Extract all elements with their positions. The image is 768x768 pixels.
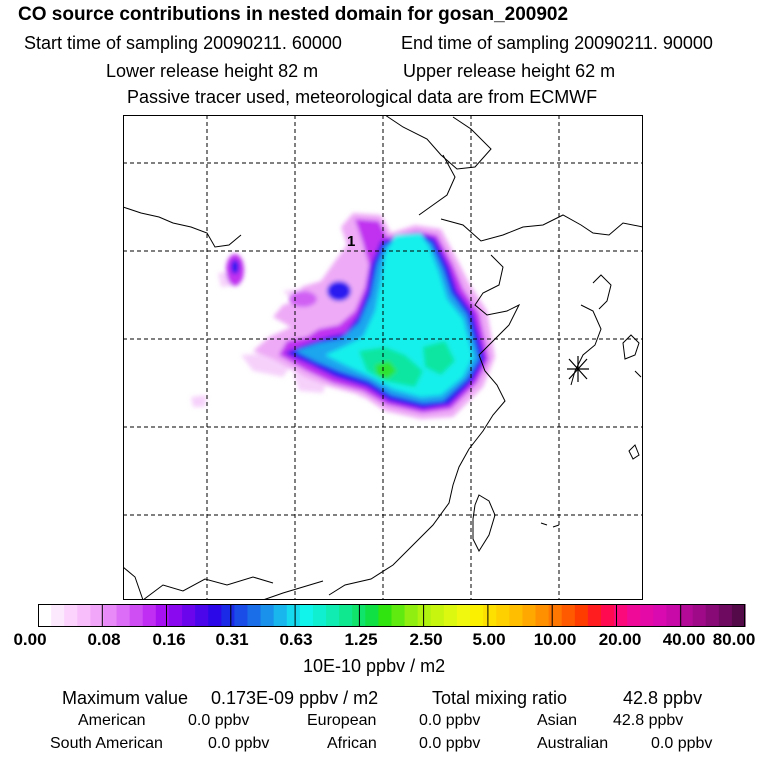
colorbar-cell xyxy=(234,604,249,627)
colorbar-tick-label: 5.00 xyxy=(472,630,506,649)
colorbar-cell xyxy=(456,604,471,627)
colorbar-cell xyxy=(404,604,419,627)
colorbar-cell xyxy=(90,604,105,627)
colorbar-cell xyxy=(273,604,288,627)
max-value: 0.173E-09 ppbv / m2 xyxy=(211,688,379,708)
plume-field xyxy=(191,213,495,419)
colorbar-cell xyxy=(365,604,379,627)
region-value-asian: 42.8 ppbv xyxy=(613,712,684,729)
end-time-label: End time of sampling 20090211. 90000 xyxy=(401,33,713,53)
region-value-south-american: 0.0 ppbv xyxy=(208,735,270,752)
colorbar-units: 10E-10 ppbv / m2 xyxy=(303,656,446,676)
colorbar-tick-label: 80.00 xyxy=(712,630,756,649)
colorbar-cell xyxy=(391,604,406,627)
colorbar-cell xyxy=(64,604,78,627)
total-mixing-value: 42.8 ppbv xyxy=(623,688,703,708)
colorbar-cell xyxy=(38,604,52,627)
colorbar-cell xyxy=(378,604,393,627)
colorbar-cell xyxy=(692,604,707,627)
colorbar-cell xyxy=(339,604,353,627)
graticule xyxy=(123,115,643,600)
colorbar-cell xyxy=(666,604,681,627)
plot-title: CO source contributions in nested domain… xyxy=(18,4,569,25)
colorbar-cell xyxy=(51,604,65,627)
colorbar-cell xyxy=(247,604,262,627)
plume-blob-north xyxy=(327,281,351,301)
region-name-south-american: South American xyxy=(50,735,163,752)
colorbar-cell xyxy=(705,604,720,627)
colorbar-cell xyxy=(600,604,615,627)
colorbar-tick-label: 0.63 xyxy=(279,630,313,649)
colorbar-cell xyxy=(417,604,432,627)
colorbar-cell xyxy=(142,604,157,627)
colorbar-cell xyxy=(77,604,91,627)
colorbar-cell xyxy=(679,604,694,627)
colorbar-tick-label: 1.25 xyxy=(344,630,378,649)
colorbar-cell xyxy=(522,604,537,627)
colorbar-cell xyxy=(731,604,746,627)
colorbar-cell xyxy=(640,604,654,627)
region-name-asian: Asian xyxy=(537,712,578,729)
colorbar-cell xyxy=(718,604,733,627)
colorbar-cell xyxy=(561,604,576,627)
colorbar-cell xyxy=(103,604,118,627)
colorbar-cell xyxy=(627,604,641,627)
colorbar-cell xyxy=(443,604,458,627)
region-name-african: African xyxy=(327,735,377,752)
plume-blob-west-core xyxy=(231,260,239,274)
region-name-american: American xyxy=(78,712,146,729)
colorbar-cell xyxy=(208,604,222,627)
colorbar-cell xyxy=(548,604,563,627)
colorbar-tick-label: 20.00 xyxy=(598,630,642,649)
region-value-african: 0.0 ppbv xyxy=(419,735,481,752)
colorbar-cell xyxy=(182,604,196,627)
colorbar-cell xyxy=(260,604,275,627)
colorbar-cell xyxy=(221,604,235,627)
colorbar-cell xyxy=(326,604,340,627)
max-value-label: Maximum value xyxy=(62,688,189,708)
colorbar-cell xyxy=(195,604,209,627)
colorbar-cell xyxy=(496,604,510,627)
region-name-australian: Australian xyxy=(537,735,609,752)
colorbar-cell xyxy=(168,604,183,627)
total-mixing-label: Total mixing ratio xyxy=(432,688,568,708)
colorbar-cell xyxy=(574,604,589,627)
upper-release-height: Upper release height 62 m xyxy=(403,61,616,81)
receptor-asterisk-icon xyxy=(567,356,589,382)
region-value-european: 0.0 ppbv xyxy=(419,712,481,729)
colorbar-cell xyxy=(312,604,327,627)
colorbar-cell xyxy=(587,604,602,627)
colorbar-cell xyxy=(653,604,668,627)
colorbar-cell xyxy=(430,604,445,627)
colorbar-cell xyxy=(483,604,497,627)
colorbar-tick-label: 0.00 xyxy=(13,630,47,649)
plume-green xyxy=(375,361,397,379)
concentration-map: 1 xyxy=(123,115,643,600)
colorbar-tick-label: 10.00 xyxy=(533,630,577,649)
colorbar-cell xyxy=(535,604,550,627)
colorbar-tick-label: 0.16 xyxy=(152,630,186,649)
colorbar-cell xyxy=(299,604,314,627)
tracer-note: Passive tracer used, meteorological data… xyxy=(127,87,598,107)
colorbar-tick-label: 2.50 xyxy=(409,630,443,649)
lower-release-height: Lower release height 82 m xyxy=(106,61,319,81)
colorbar-tick-label: 40.00 xyxy=(662,630,706,649)
colorbar-cell xyxy=(509,604,524,627)
colorbar-tick-label: 0.08 xyxy=(87,630,121,649)
colorbar-cell xyxy=(129,604,144,627)
region-value-australian: 0.0 ppbv xyxy=(651,735,713,752)
start-time-label: Start time of sampling 20090211. 60000 xyxy=(24,33,342,53)
colorbar-cell xyxy=(614,604,628,627)
release-marker-label: 1 xyxy=(347,233,355,250)
colorbar-tick-label: 0.31 xyxy=(215,630,249,649)
colorbar-cell xyxy=(116,604,131,627)
plume-blob-northwest xyxy=(289,291,317,307)
colorbar-cell xyxy=(470,604,484,627)
colorbar-cell xyxy=(286,604,301,627)
region-value-american: 0.0 ppbv xyxy=(188,712,250,729)
colorbar xyxy=(38,604,746,627)
region-name-european: European xyxy=(307,712,377,729)
colorbar-cell xyxy=(155,604,170,627)
coastlines xyxy=(123,115,643,600)
